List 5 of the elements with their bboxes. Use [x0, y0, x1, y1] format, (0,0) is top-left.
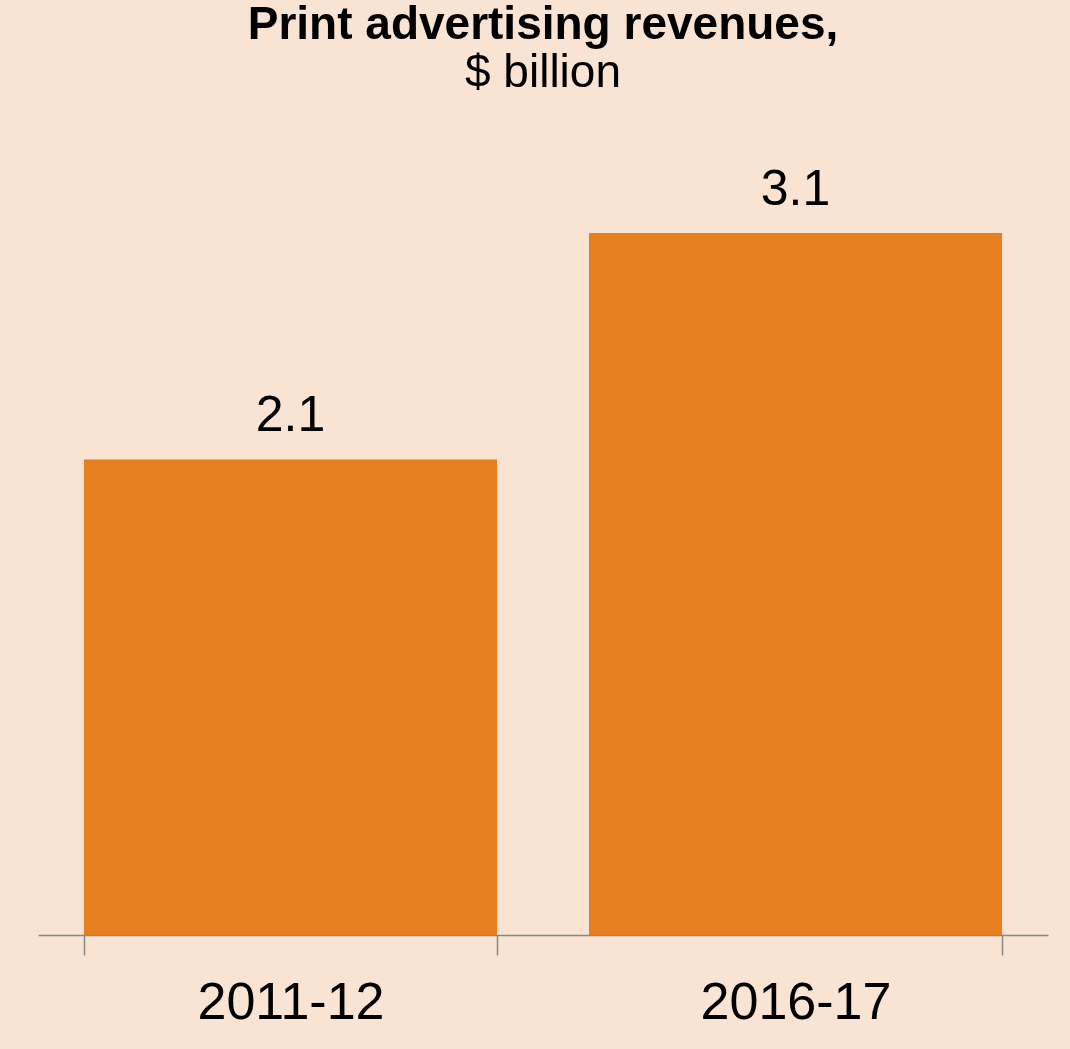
x-tick-label: 2011-12: [197, 971, 385, 1030]
chart-title: Print advertising revenues,: [247, 0, 839, 49]
data-label: 3.1: [760, 160, 831, 216]
x-tick-label: 2016-17: [700, 971, 892, 1030]
data-label: 2.1: [255, 386, 326, 443]
